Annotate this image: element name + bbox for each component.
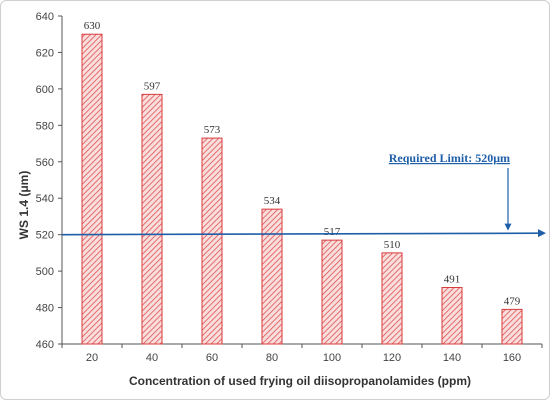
limit-pointer-arrowhead bbox=[504, 223, 512, 231]
x-axis-title: Concentration of used frying oil diisopr… bbox=[129, 374, 471, 388]
bar bbox=[441, 287, 463, 345]
data-label: 517 bbox=[324, 226, 341, 238]
x-tick-label: 140 bbox=[443, 352, 461, 364]
data-label: 479 bbox=[504, 295, 521, 307]
y-tick-label: 460 bbox=[36, 339, 54, 351]
x-tick-label: 40 bbox=[146, 352, 158, 364]
data-label: 597 bbox=[144, 80, 161, 92]
data-label: 534 bbox=[264, 195, 281, 207]
data-label: 630 bbox=[84, 20, 101, 32]
data-label: 510 bbox=[384, 239, 401, 251]
y-tick-label: 560 bbox=[36, 157, 54, 169]
x-tick-label: 80 bbox=[266, 352, 278, 364]
y-tick-label: 500 bbox=[36, 266, 54, 278]
bar bbox=[381, 252, 403, 345]
data-label: 573 bbox=[204, 124, 221, 136]
bar bbox=[261, 208, 283, 345]
x-tick-label: 20 bbox=[86, 352, 98, 364]
data-label: 491 bbox=[444, 274, 461, 286]
x-tick-label: 100 bbox=[323, 352, 341, 364]
bar bbox=[141, 93, 163, 345]
y-axis-title: WS 1.4 (μm) bbox=[17, 171, 31, 240]
y-tick-label: 540 bbox=[36, 193, 54, 205]
y-tick-label: 640 bbox=[36, 11, 54, 23]
bar bbox=[201, 137, 223, 345]
bar bbox=[501, 308, 523, 345]
x-tick-label: 60 bbox=[206, 352, 218, 364]
y-tick-label: 580 bbox=[36, 120, 54, 132]
required-limit-arrowhead bbox=[538, 229, 546, 238]
bar bbox=[81, 33, 103, 345]
y-tick-label: 520 bbox=[36, 230, 54, 242]
bar bbox=[321, 239, 343, 345]
y-tick-label: 600 bbox=[36, 84, 54, 96]
x-tick-label: 120 bbox=[383, 352, 401, 364]
required-limit-label: Required Limit: 520μm bbox=[389, 151, 510, 165]
y-tick-label: 480 bbox=[36, 303, 54, 315]
x-tick-label: 160 bbox=[503, 352, 521, 364]
y-tick-label: 620 bbox=[36, 47, 54, 59]
required-limit-line bbox=[61, 232, 541, 236]
